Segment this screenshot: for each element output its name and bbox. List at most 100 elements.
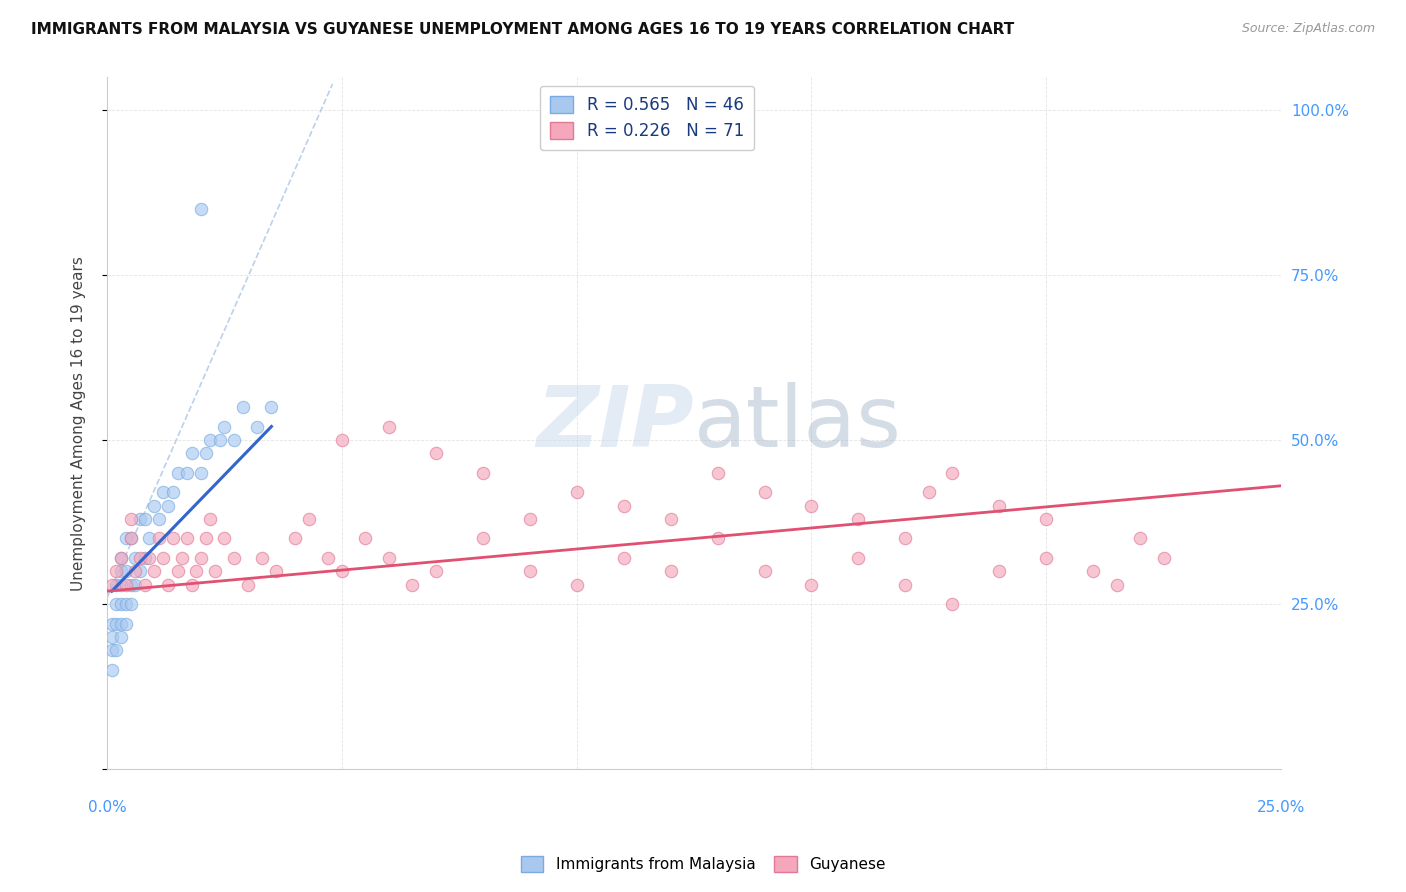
Point [941, 466, 963, 480]
Point [100, 663, 122, 677]
Text: 25.0%: 25.0% [1257, 799, 1305, 814]
Point [378, 419, 401, 434]
Point [246, 419, 269, 434]
Point [194, 446, 217, 460]
Point [425, 565, 447, 579]
Point [988, 565, 1011, 579]
Point [162, 485, 184, 500]
Point [190, 202, 212, 216]
Legend: Immigrants from Malaysia, Guyanese: Immigrants from Malaysia, Guyanese [513, 848, 893, 880]
Point [138, 532, 160, 546]
Point [284, 532, 307, 546]
Point [194, 532, 217, 546]
Point [236, 577, 259, 591]
Point [166, 565, 188, 579]
Text: 0.0%: 0.0% [87, 799, 127, 814]
Point [354, 532, 377, 546]
Point [172, 551, 194, 566]
Text: atlas: atlas [695, 382, 903, 465]
Point [157, 499, 180, 513]
Text: Source: ZipAtlas.com: Source: ZipAtlas.com [1241, 22, 1375, 36]
Point [129, 565, 152, 579]
Point [110, 551, 132, 566]
Text: IMMIGRANTS FROM MALAYSIA VS GUYANESE UNEMPLOYMENT AMONG AGES 16 TO 19 YEARS CORR: IMMIGRANTS FROM MALAYSIA VS GUYANESE UNE… [31, 22, 1014, 37]
Point [214, 419, 236, 434]
Point [110, 630, 132, 644]
Point [134, 512, 156, 526]
Point [848, 512, 870, 526]
Point [1129, 532, 1152, 546]
Point [613, 499, 636, 513]
Point [176, 466, 198, 480]
Point [425, 446, 447, 460]
Point [115, 598, 138, 612]
Point [115, 617, 138, 632]
Point [260, 400, 283, 414]
Point [214, 532, 236, 546]
Point [129, 551, 152, 566]
Point [120, 532, 142, 546]
Point [401, 577, 423, 591]
Point [378, 551, 401, 566]
Point [941, 598, 963, 612]
Point [330, 433, 353, 447]
Point [1035, 551, 1057, 566]
Point [1153, 551, 1175, 566]
Point [988, 499, 1011, 513]
Point [659, 565, 682, 579]
Point [110, 551, 132, 566]
Point [190, 551, 212, 566]
Point [124, 565, 146, 579]
Point [152, 551, 174, 566]
Point [894, 532, 917, 546]
Point [110, 598, 132, 612]
Point [134, 577, 156, 591]
Point [706, 466, 728, 480]
Point [115, 532, 138, 546]
Point [100, 617, 122, 632]
Point [222, 551, 245, 566]
Legend: R = 0.565   N = 46, R = 0.226   N = 71: R = 0.565 N = 46, R = 0.226 N = 71 [540, 86, 754, 151]
Point [848, 551, 870, 566]
Point [316, 551, 339, 566]
Point [166, 466, 188, 480]
Point [754, 485, 776, 500]
Point [157, 577, 180, 591]
Point [471, 466, 494, 480]
Point [115, 565, 138, 579]
Point [105, 617, 128, 632]
Point [105, 643, 128, 657]
Point [190, 466, 212, 480]
Point [1083, 565, 1105, 579]
Point [800, 499, 823, 513]
Point [120, 577, 142, 591]
Point [613, 551, 636, 566]
Point [298, 512, 321, 526]
Point [162, 532, 184, 546]
Point [800, 577, 823, 591]
Point [143, 499, 166, 513]
Point [754, 565, 776, 579]
Point [200, 512, 222, 526]
Point [134, 551, 156, 566]
Point [204, 565, 226, 579]
Point [120, 598, 142, 612]
Point [222, 433, 245, 447]
Point [124, 577, 146, 591]
Point [105, 565, 128, 579]
Point [115, 577, 138, 591]
Point [659, 512, 682, 526]
Point [124, 551, 146, 566]
Point [565, 485, 588, 500]
Point [918, 485, 941, 500]
Point [186, 565, 208, 579]
Point [129, 512, 152, 526]
Point [138, 551, 160, 566]
Point [148, 512, 170, 526]
Point [1105, 577, 1128, 591]
Point [100, 577, 122, 591]
Point [208, 433, 231, 447]
Point [565, 577, 588, 591]
Point [1035, 512, 1057, 526]
Text: ZIP: ZIP [537, 382, 695, 465]
